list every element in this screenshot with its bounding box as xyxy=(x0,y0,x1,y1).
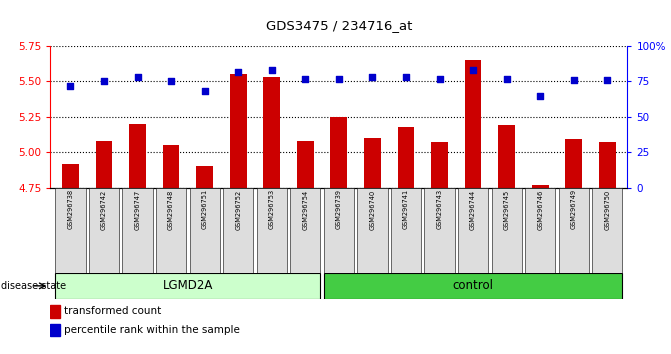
Point xyxy=(602,77,613,83)
Text: GSM296744: GSM296744 xyxy=(470,189,476,230)
Text: control: control xyxy=(452,279,494,292)
Point xyxy=(199,88,210,94)
Bar xyxy=(62,164,79,188)
Text: GSM296750: GSM296750 xyxy=(605,189,610,230)
Bar xyxy=(50,305,60,318)
Text: GSM296742: GSM296742 xyxy=(101,189,107,230)
Text: GSM296752: GSM296752 xyxy=(236,189,241,230)
FancyBboxPatch shape xyxy=(491,188,521,273)
Bar xyxy=(397,127,414,188)
Bar xyxy=(330,117,347,188)
Bar xyxy=(599,142,615,188)
FancyBboxPatch shape xyxy=(323,188,354,273)
Point xyxy=(333,76,344,81)
Text: GSM296751: GSM296751 xyxy=(202,189,207,229)
Bar xyxy=(565,139,582,188)
Point xyxy=(233,69,244,74)
Bar xyxy=(431,142,448,188)
Text: percentile rank within the sample: percentile rank within the sample xyxy=(64,325,240,335)
FancyBboxPatch shape xyxy=(558,188,588,273)
Text: GSM296753: GSM296753 xyxy=(269,189,274,229)
Point xyxy=(568,77,579,83)
FancyBboxPatch shape xyxy=(189,188,219,273)
Text: disease state: disease state xyxy=(1,281,66,291)
Bar xyxy=(464,60,481,188)
FancyBboxPatch shape xyxy=(290,188,320,273)
FancyBboxPatch shape xyxy=(458,188,488,273)
Point xyxy=(434,76,445,81)
Text: GSM296754: GSM296754 xyxy=(303,189,308,230)
FancyBboxPatch shape xyxy=(592,188,622,273)
Bar xyxy=(129,124,146,188)
Bar xyxy=(229,74,246,188)
Bar xyxy=(162,145,179,188)
Point xyxy=(166,79,176,84)
Bar xyxy=(95,141,112,188)
Point xyxy=(535,93,546,98)
Text: GSM296738: GSM296738 xyxy=(68,189,73,229)
Point xyxy=(99,79,109,84)
FancyBboxPatch shape xyxy=(122,188,152,273)
Point xyxy=(266,67,277,73)
Bar xyxy=(263,77,280,188)
FancyBboxPatch shape xyxy=(424,188,454,273)
Point xyxy=(501,76,512,81)
Text: transformed count: transformed count xyxy=(64,306,162,316)
Point xyxy=(401,74,411,80)
Text: GSM296746: GSM296746 xyxy=(537,189,543,230)
FancyBboxPatch shape xyxy=(55,273,320,299)
Text: GSM296749: GSM296749 xyxy=(571,189,576,229)
Point xyxy=(65,83,76,88)
Text: GSM296745: GSM296745 xyxy=(504,189,509,230)
Text: GSM296739: GSM296739 xyxy=(336,189,342,229)
Bar xyxy=(196,166,213,188)
Text: GSM296740: GSM296740 xyxy=(370,189,375,230)
Bar xyxy=(364,138,380,188)
Text: GSM296741: GSM296741 xyxy=(403,189,409,229)
FancyBboxPatch shape xyxy=(156,188,186,273)
Point xyxy=(367,74,378,80)
Point xyxy=(468,67,478,73)
Bar xyxy=(498,125,515,188)
Point xyxy=(300,76,311,81)
FancyBboxPatch shape xyxy=(89,188,119,273)
FancyBboxPatch shape xyxy=(525,188,555,273)
FancyBboxPatch shape xyxy=(256,188,287,273)
Point xyxy=(132,74,143,80)
Text: GDS3475 / 234716_at: GDS3475 / 234716_at xyxy=(266,19,412,32)
Text: GSM296743: GSM296743 xyxy=(437,189,442,229)
Text: GSM296747: GSM296747 xyxy=(135,189,140,230)
FancyBboxPatch shape xyxy=(391,188,421,273)
Bar xyxy=(297,141,313,188)
Bar xyxy=(50,324,60,336)
FancyBboxPatch shape xyxy=(323,273,622,299)
FancyBboxPatch shape xyxy=(357,188,387,273)
Bar xyxy=(531,185,548,188)
Text: LGMD2A: LGMD2A xyxy=(162,279,213,292)
FancyBboxPatch shape xyxy=(223,188,253,273)
FancyBboxPatch shape xyxy=(55,188,85,273)
Text: GSM296748: GSM296748 xyxy=(168,189,174,230)
